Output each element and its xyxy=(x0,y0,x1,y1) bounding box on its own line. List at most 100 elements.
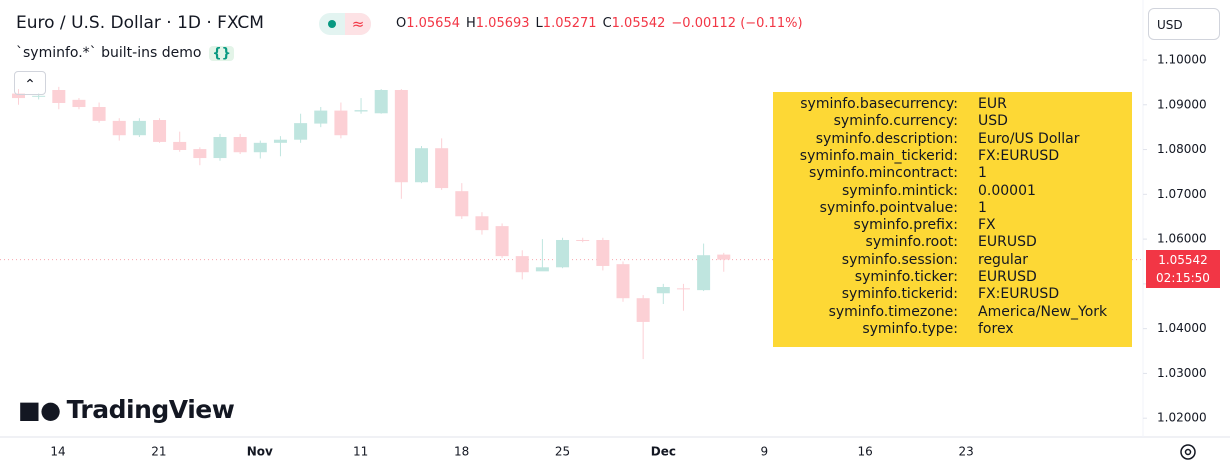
ohlc-key: O xyxy=(396,16,407,31)
candle-body xyxy=(112,120,126,136)
table-row: syminfo.ticker: EURUSD xyxy=(773,269,1132,286)
info-table: syminfo.basecurrency: EUR syminfo.currency… xyxy=(773,92,1132,347)
row-key: syminfo.pointvalue: xyxy=(819,199,958,216)
y-tick-label: 1.08000 xyxy=(1157,142,1207,156)
candle-body xyxy=(556,239,570,268)
candle-body xyxy=(233,137,247,153)
row-key: syminfo.prefix: xyxy=(853,217,958,234)
candle-body xyxy=(616,264,630,299)
row-value: FX:EURUSD xyxy=(978,147,1060,164)
x-tick-label: 14 xyxy=(50,445,65,459)
table-row: syminfo.pointvalue: 1 xyxy=(773,200,1132,217)
collapse-button[interactable]: ⌃ xyxy=(14,71,46,95)
x-tick-label: Dec xyxy=(651,445,676,459)
x-tick-label: Nov xyxy=(247,445,273,459)
x-tick-label: 25 xyxy=(555,445,570,459)
candle-body xyxy=(173,141,187,150)
candle-body xyxy=(72,99,86,108)
ohlc-value: 1.05693 xyxy=(475,16,530,31)
y-tick-label: 1.04000 xyxy=(1157,321,1207,335)
y-tick-label: 1.10000 xyxy=(1157,52,1207,66)
table-row: syminfo.currency: USD xyxy=(773,113,1132,130)
row-key: syminfo.ticker: xyxy=(854,269,958,285)
candle-body xyxy=(676,288,690,290)
table-row: syminfo.session: regular xyxy=(773,252,1132,269)
row-value: FX:EURUSD xyxy=(978,286,1060,303)
row-value: 1 xyxy=(978,199,987,216)
logo: ■● TradingView xyxy=(18,395,235,424)
status-badge[interactable]: ≈ xyxy=(319,13,371,35)
x-tick-label: 11 xyxy=(353,445,368,459)
table-row: syminfo.type: forex xyxy=(773,321,1132,338)
ohlc-value: 1.05654 xyxy=(406,16,460,31)
indicator-legend[interactable]: `syminfo.*` built-ins demo {} xyxy=(16,45,234,61)
indicator-title: `syminfo.*` built-ins demo xyxy=(16,45,202,61)
candle-body xyxy=(253,142,267,153)
countdown: 02:15:50 xyxy=(1156,271,1210,285)
candle-body xyxy=(32,95,46,97)
candle-body xyxy=(717,254,731,260)
x-tick-label: 21 xyxy=(151,445,166,459)
x-tick-label: 23 xyxy=(958,445,973,459)
table-row: syminfo.mintick: 0.00001 xyxy=(773,183,1132,200)
row-value: EUR xyxy=(978,96,1007,112)
ohlc-key: L xyxy=(535,16,543,31)
candle-body xyxy=(334,110,348,136)
candle-body xyxy=(314,110,328,124)
candle-body xyxy=(92,107,106,121)
table-row: syminfo.main_tickerid: FX:EURUSD xyxy=(773,148,1132,165)
table-row: syminfo.mincontract: 1 xyxy=(773,165,1132,182)
row-key: syminfo.session: xyxy=(841,251,958,268)
candle-body xyxy=(132,120,146,136)
ohlc-value: 1.05542 xyxy=(611,16,666,31)
row-value: FX xyxy=(978,217,996,234)
market-open-dot xyxy=(328,20,336,28)
candle-body xyxy=(52,89,66,103)
candle-body xyxy=(153,119,167,142)
symbol-title[interactable]: Euro / U.S. Dollar · 1D · FXCM xyxy=(16,13,264,33)
row-key: syminfo.currency: xyxy=(833,113,958,130)
last-price: 1.05542 xyxy=(1158,253,1208,267)
settings-icon[interactable] xyxy=(1180,444,1196,460)
candle-body xyxy=(12,93,25,99)
candle-body xyxy=(394,89,408,183)
candle-body xyxy=(415,148,428,183)
candle-body xyxy=(193,149,207,159)
indicator-icon: {} xyxy=(209,46,234,61)
candle-body xyxy=(455,191,469,217)
candle-body xyxy=(213,137,227,159)
ohlc-key: C xyxy=(602,16,612,31)
row-key: syminfo.root: xyxy=(865,234,958,251)
x-tick-label: 9 xyxy=(760,445,768,459)
candle-body xyxy=(273,139,287,143)
row-value: 0.00001 xyxy=(978,182,1036,199)
table-row: syminfo.timezone: America/New_York xyxy=(773,304,1132,321)
table-row: syminfo.tickerid: FX:EURUSD xyxy=(773,286,1132,303)
price-change: −0.00112 (−0.11%) xyxy=(671,16,803,31)
logo-text: TradingView xyxy=(66,395,235,424)
row-value: EURUSD xyxy=(978,269,1037,285)
candle-body xyxy=(495,226,509,257)
table-row: syminfo.prefix: FX xyxy=(773,217,1132,234)
x-tick-label: 18 xyxy=(454,445,469,459)
row-key: syminfo.basecurrency: xyxy=(800,96,958,112)
table-row: syminfo.basecurrency: EUR xyxy=(773,96,1132,113)
row-value: USD xyxy=(978,113,1008,130)
candle-body xyxy=(354,110,368,112)
currency-select[interactable]: USD xyxy=(1148,8,1220,40)
row-value: Euro/US Dollar xyxy=(978,130,1080,147)
row-value: 1 xyxy=(978,165,987,182)
x-tick-label: 16 xyxy=(858,445,873,459)
table-row: syminfo.root: EURUSD xyxy=(773,234,1132,251)
row-key: syminfo.tickerid: xyxy=(841,286,958,303)
ohlc-legend: O1.05654 H1.05693 L1.05271 C1.05542 −0.00112… xyxy=(390,16,803,31)
candle-body xyxy=(697,255,711,291)
candle-body xyxy=(475,216,489,231)
table-row: syminfo.description: Euro/US Dollar xyxy=(773,131,1132,148)
candle-body xyxy=(435,148,449,189)
candle-body xyxy=(294,123,308,140)
candle-body xyxy=(515,256,529,273)
candle-body xyxy=(596,239,610,266)
price-label: 1.05542 02:15:50 xyxy=(1146,250,1220,288)
